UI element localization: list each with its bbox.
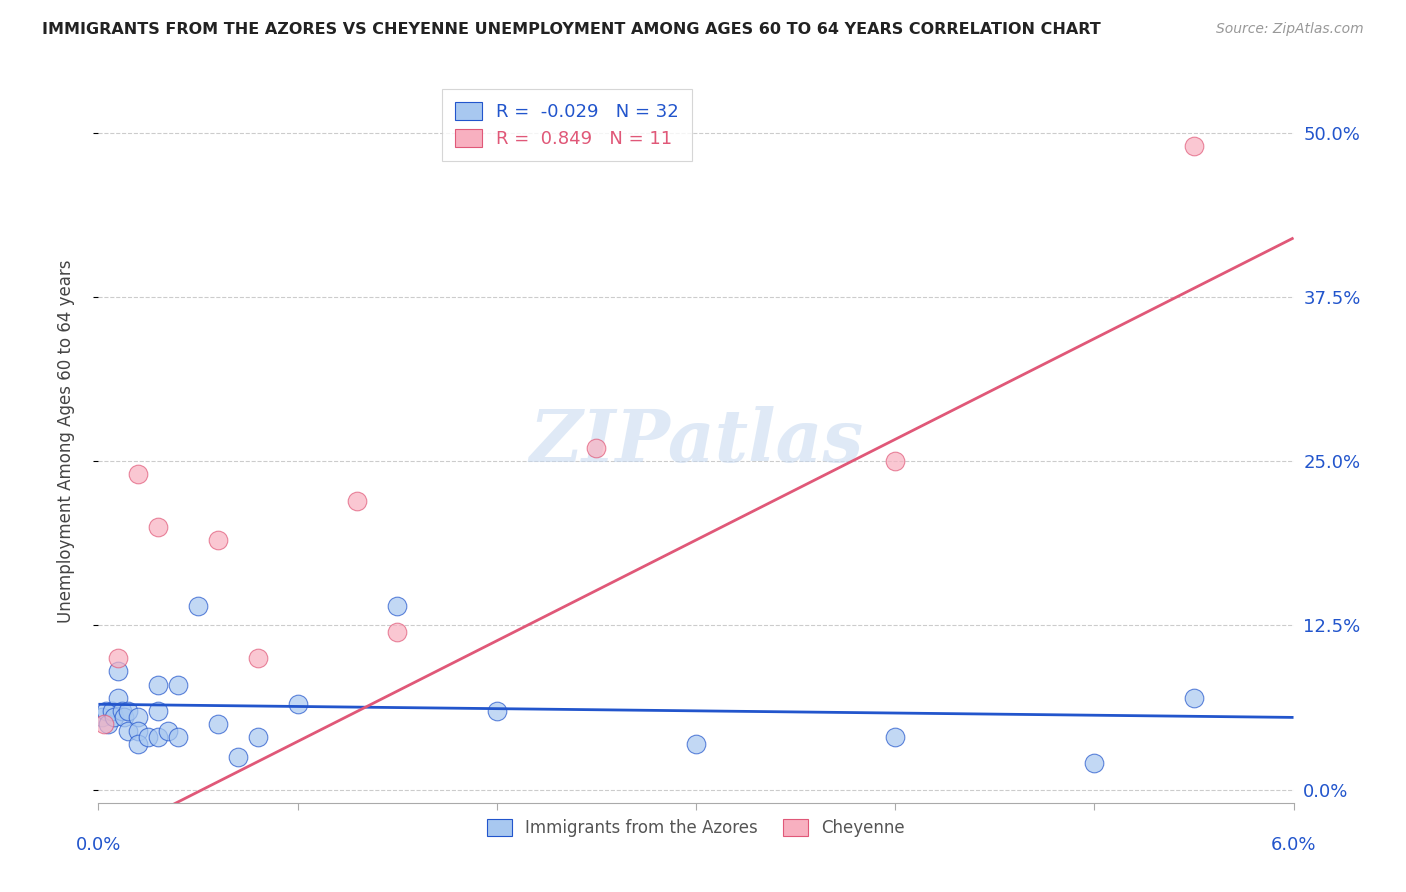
Point — [91, 710, 114, 724]
Point — [385, 625, 409, 640]
Point — [346, 493, 368, 508]
Point — [148, 520, 170, 534]
Point — [148, 730, 170, 744]
Point — [685, 737, 707, 751]
Point — [148, 677, 170, 691]
Point — [97, 717, 120, 731]
Text: 0.0%: 0.0% — [76, 836, 121, 854]
Point — [93, 717, 115, 731]
Point — [112, 710, 135, 724]
Point — [585, 441, 607, 455]
Legend: Immigrants from the Azores, Cheyenne: Immigrants from the Azores, Cheyenne — [478, 810, 914, 845]
Point — [884, 454, 907, 468]
Point — [101, 704, 124, 718]
Point — [246, 651, 269, 665]
Point — [127, 737, 149, 751]
Point — [111, 704, 134, 718]
Point — [1083, 756, 1105, 771]
Point — [187, 599, 209, 613]
Point — [207, 717, 229, 731]
Point — [167, 730, 190, 744]
Point — [107, 665, 129, 679]
Point — [127, 723, 149, 738]
Point — [136, 730, 159, 744]
Point — [127, 710, 149, 724]
Point — [226, 749, 249, 764]
Text: ZIPatlas: ZIPatlas — [529, 406, 863, 477]
Point — [103, 710, 125, 724]
Point — [127, 467, 149, 482]
Point — [148, 704, 170, 718]
Point — [117, 704, 139, 718]
Point — [1182, 139, 1205, 153]
Point — [157, 723, 180, 738]
Point — [1182, 690, 1205, 705]
Y-axis label: Unemployment Among Ages 60 to 64 years: Unemployment Among Ages 60 to 64 years — [56, 260, 75, 624]
Point — [485, 704, 508, 718]
Point — [107, 651, 129, 665]
Point — [107, 690, 129, 705]
Point — [246, 730, 269, 744]
Text: IMMIGRANTS FROM THE AZORES VS CHEYENNE UNEMPLOYMENT AMONG AGES 60 TO 64 YEARS CO: IMMIGRANTS FROM THE AZORES VS CHEYENNE U… — [42, 22, 1101, 37]
Text: 6.0%: 6.0% — [1271, 836, 1316, 854]
Point — [385, 599, 409, 613]
Point — [117, 723, 139, 738]
Point — [96, 704, 118, 718]
Point — [287, 698, 309, 712]
Text: Source: ZipAtlas.com: Source: ZipAtlas.com — [1216, 22, 1364, 37]
Point — [167, 677, 190, 691]
Point — [207, 533, 229, 547]
Point — [884, 730, 907, 744]
